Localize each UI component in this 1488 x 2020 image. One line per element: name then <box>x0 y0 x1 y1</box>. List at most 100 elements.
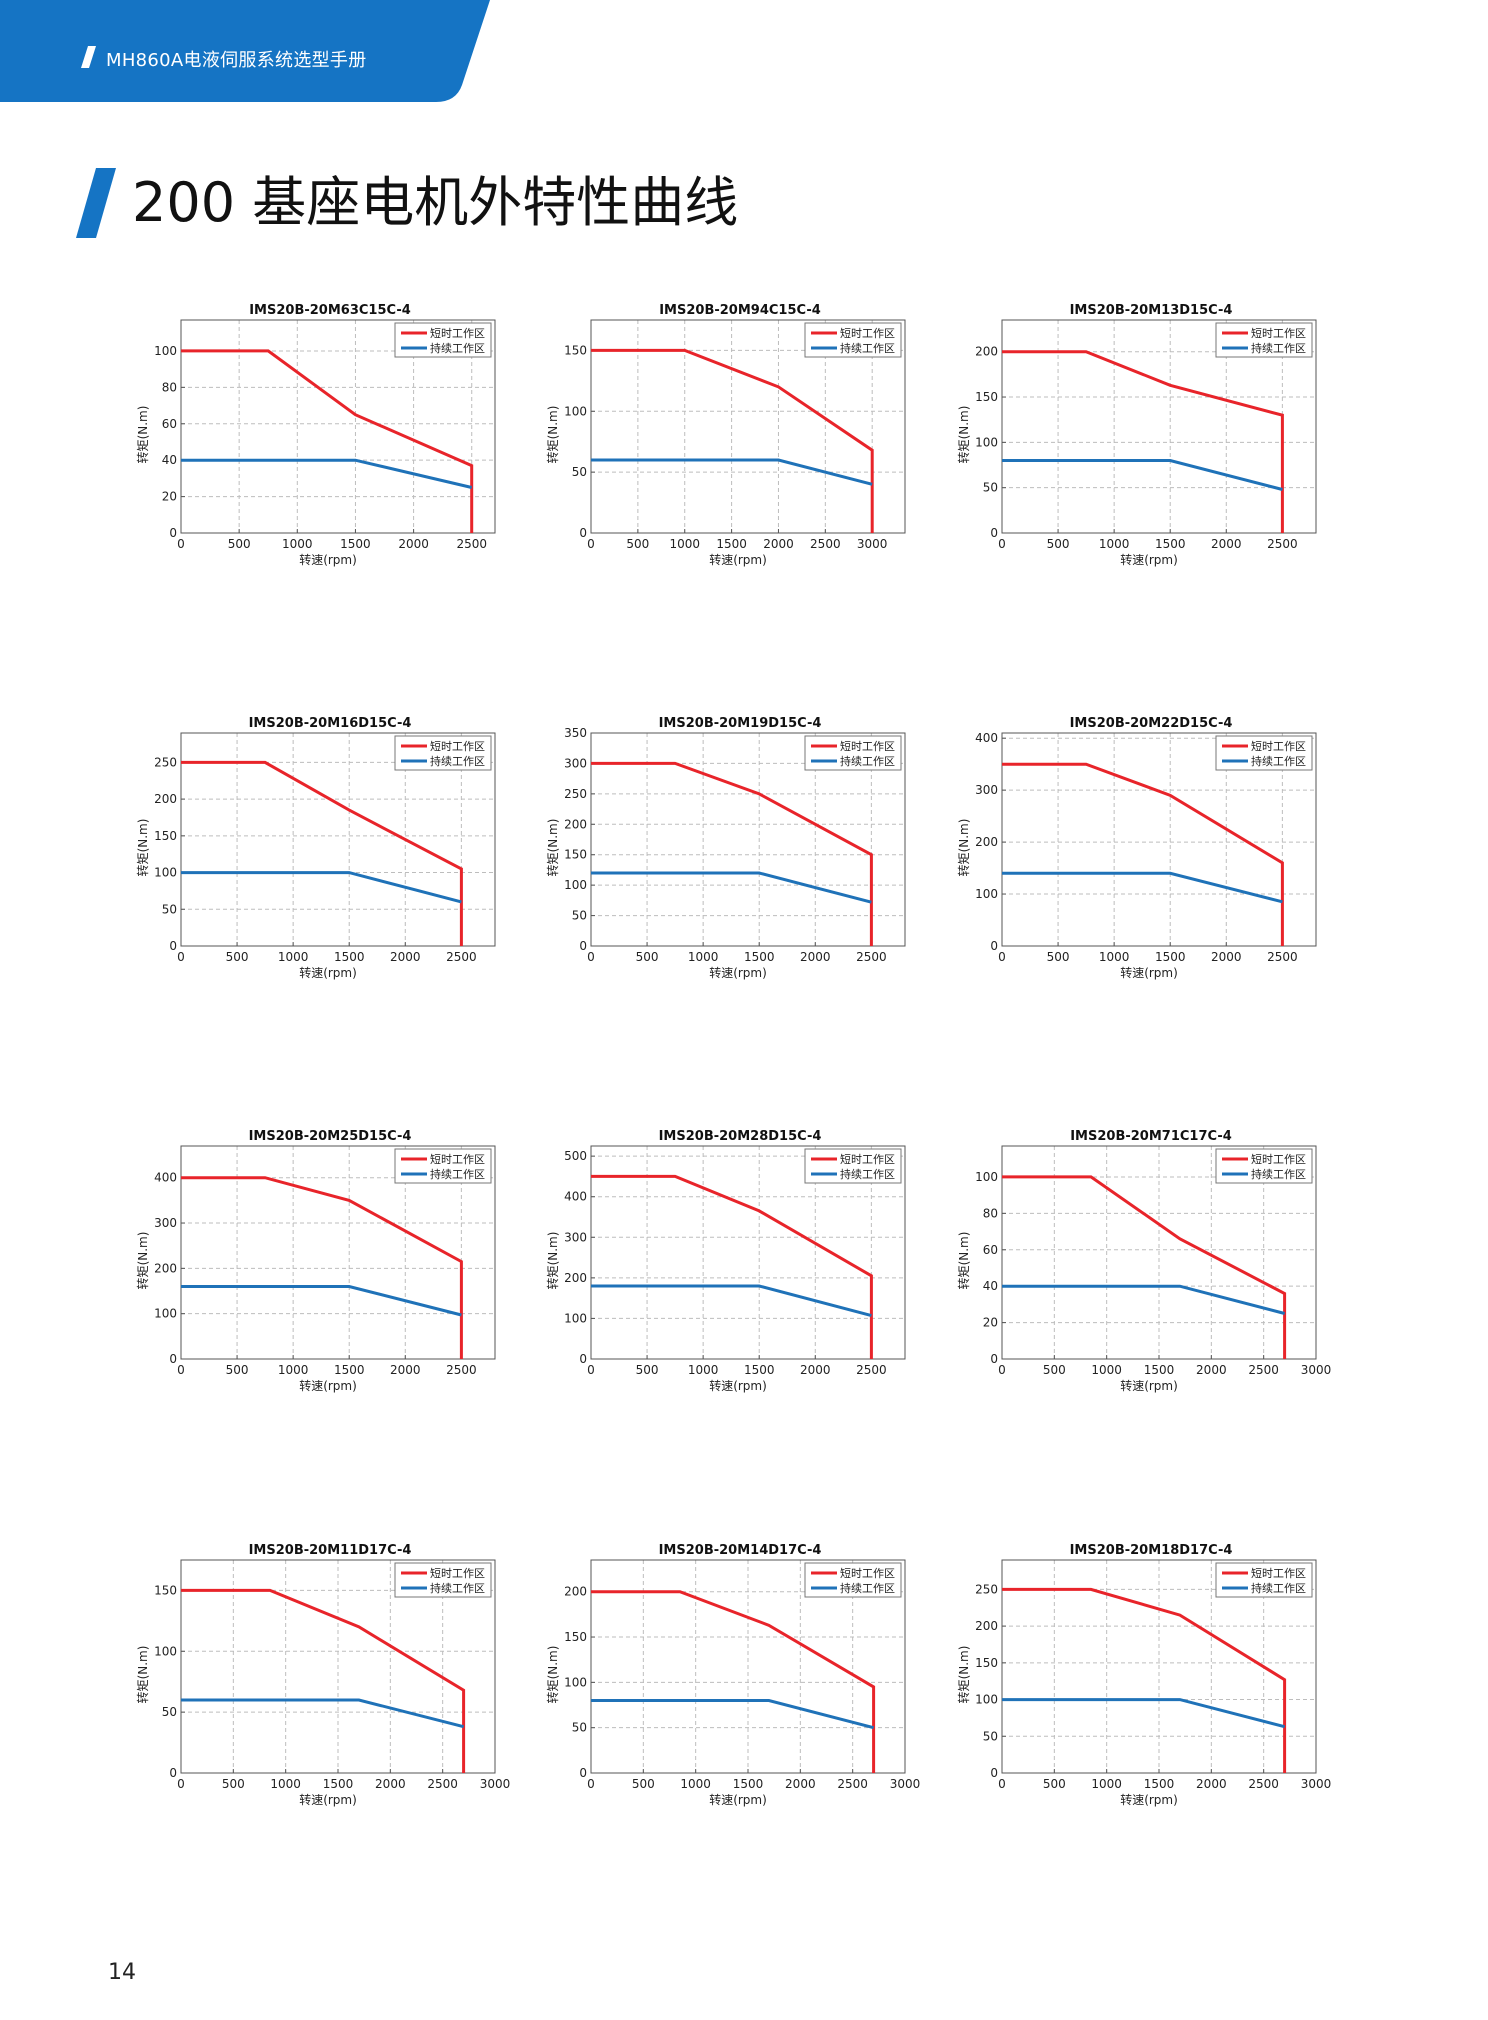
legend-label: 持续工作区 <box>840 1581 895 1595</box>
y-tick-label: 200 <box>975 835 998 849</box>
x-axis-label: 转速(rpm) <box>299 1792 357 1807</box>
y-axis-label: 转矩(N.m) <box>956 406 971 464</box>
legend-label: 短时工作区 <box>1251 1152 1306 1166</box>
x-tick-label: 2500 <box>856 1363 887 1377</box>
series-continuous-line <box>1002 1284 1285 1315</box>
x-tick-label: 1000 <box>278 1363 309 1377</box>
y-axis-label: 转矩(N.m) <box>956 1646 971 1704</box>
x-tick-label: 2500 <box>427 1777 458 1791</box>
x-tick-label: 3000 <box>1301 1777 1332 1791</box>
y-tick-label: 0 <box>169 1766 177 1780</box>
legend-label: 持续工作区 <box>430 1581 485 1595</box>
torque-chart-12: 0 500 1000 1500 2000 2500 3000 0 50 100 150 200 250 I… <box>956 1543 1331 1807</box>
x-axis-label: 转速(rpm) <box>709 965 767 980</box>
series-continuous-line <box>181 1698 464 1729</box>
x-tick-label: 2500 <box>810 537 841 551</box>
y-tick-label: 0 <box>169 939 177 953</box>
series-short-term-line <box>181 1176 463 1359</box>
y-tick-label: 0 <box>579 939 587 953</box>
y-tick-label: 300 <box>564 1230 587 1244</box>
plot-frame <box>180 319 496 534</box>
page-number: 14 <box>108 1960 136 1985</box>
x-tick-label: 500 <box>226 950 249 964</box>
legend-box <box>1215 1148 1313 1184</box>
series-continuous-line <box>1002 459 1283 491</box>
chart-title: IMS20B-20M63C15C-4 <box>249 303 411 318</box>
chart-title: IMS20B-20M22D15C-4 <box>1070 716 1233 731</box>
y-tick-label: 400 <box>975 731 998 745</box>
legend-box <box>804 322 902 358</box>
y-tick-label: 60 <box>162 417 177 431</box>
y-axis-label: 转矩(N.m) <box>545 1232 560 1290</box>
legend-label: 持续工作区 <box>1251 341 1306 355</box>
legend-label: 持续工作区 <box>430 754 485 768</box>
y-tick-label: 100 <box>154 1307 177 1321</box>
legend-box <box>1215 735 1313 771</box>
y-tick-label: 150 <box>154 829 177 843</box>
x-tick-label: 1500 <box>340 537 371 551</box>
x-tick-label: 1500 <box>1144 1777 1175 1791</box>
x-tick-label: 2000 <box>398 537 429 551</box>
plot-frame <box>180 1145 496 1360</box>
x-tick-label: 500 <box>626 537 649 551</box>
x-tick-label: 2500 <box>446 950 477 964</box>
series-short-term-line <box>591 348 874 533</box>
y-tick-label: 40 <box>983 1279 998 1293</box>
legend-label: 短时工作区 <box>840 739 895 753</box>
torque-chart-4: 0 500 1000 1500 2000 2500 0 50 100 150 200 250 IMS20… <box>135 716 496 980</box>
header-tab <box>0 0 490 102</box>
y-tick-label: 0 <box>579 1352 587 1366</box>
chart-title: IMS20B-20M94C15C-4 <box>659 303 821 318</box>
torque-chart-6: 0 500 1000 1500 2000 2500 0 100 200 300 400 IMS20B-… <box>956 716 1317 980</box>
x-tick-label: 2500 <box>856 950 887 964</box>
x-tick-label: 2000 <box>1211 537 1242 551</box>
legend-box <box>1215 322 1313 358</box>
legend-label: 持续工作区 <box>1251 1581 1306 1595</box>
y-axis-label: 转矩(N.m) <box>135 406 150 464</box>
legend-label: 短时工作区 <box>430 1152 485 1166</box>
y-axis-label: 转矩(N.m) <box>135 1646 150 1704</box>
x-tick-label: 0 <box>998 950 1006 964</box>
legend-box <box>394 735 492 771</box>
y-tick-label: 200 <box>975 345 998 359</box>
y-tick-label: 50 <box>983 481 998 495</box>
legend-box <box>1215 1562 1313 1598</box>
series-short-term-line <box>181 1588 466 1773</box>
x-tick-label: 2500 <box>1267 950 1298 964</box>
x-tick-label: 500 <box>1047 537 1070 551</box>
y-tick-label: 80 <box>162 380 177 394</box>
x-tick-label: 2000 <box>1211 950 1242 964</box>
x-tick-label: 2000 <box>785 1777 816 1791</box>
y-axis-label: 转矩(N.m) <box>545 819 560 877</box>
legend-label: 持续工作区 <box>1251 1167 1306 1181</box>
x-tick-label: 1500 <box>1144 1363 1175 1377</box>
x-tick-label: 1000 <box>669 537 700 551</box>
legend-label: 短时工作区 <box>1251 739 1306 753</box>
y-tick-label: 400 <box>564 1190 587 1204</box>
plot-frame <box>1001 319 1317 534</box>
x-tick-label: 2000 <box>1196 1777 1227 1791</box>
x-tick-label: 0 <box>998 1363 1006 1377</box>
y-axis-label: 转矩(N.m) <box>135 819 150 877</box>
y-tick-label: 100 <box>975 887 998 901</box>
y-tick-label: 100 <box>564 878 587 892</box>
legend-label: 持续工作区 <box>430 341 485 355</box>
x-axis-label: 转速(rpm) <box>709 1378 767 1393</box>
x-axis-label: 转速(rpm) <box>709 552 767 567</box>
x-tick-label: 2500 <box>456 537 487 551</box>
y-tick-label: 200 <box>154 792 177 806</box>
legend-label: 短时工作区 <box>840 326 895 340</box>
plot-frame <box>180 732 496 947</box>
plot-frame <box>590 1145 906 1360</box>
y-tick-label: 400 <box>154 1171 177 1185</box>
x-tick-label: 1500 <box>1155 950 1186 964</box>
y-tick-label: 200 <box>154 1261 177 1275</box>
legend-label: 持续工作区 <box>840 754 895 768</box>
x-tick-label: 0 <box>177 950 185 964</box>
y-tick-label: 100 <box>975 1693 998 1707</box>
header-title: MH860A电液伺服系统选型手册 <box>106 50 367 71</box>
x-axis-label: 转速(rpm) <box>299 965 357 980</box>
title-slash-icon <box>76 168 116 238</box>
torque-chart-1: 0 500 1000 1500 2000 2500 0 20 40 60 80 100 IMS20B-2… <box>135 303 496 567</box>
x-tick-label: 2000 <box>375 1777 406 1791</box>
